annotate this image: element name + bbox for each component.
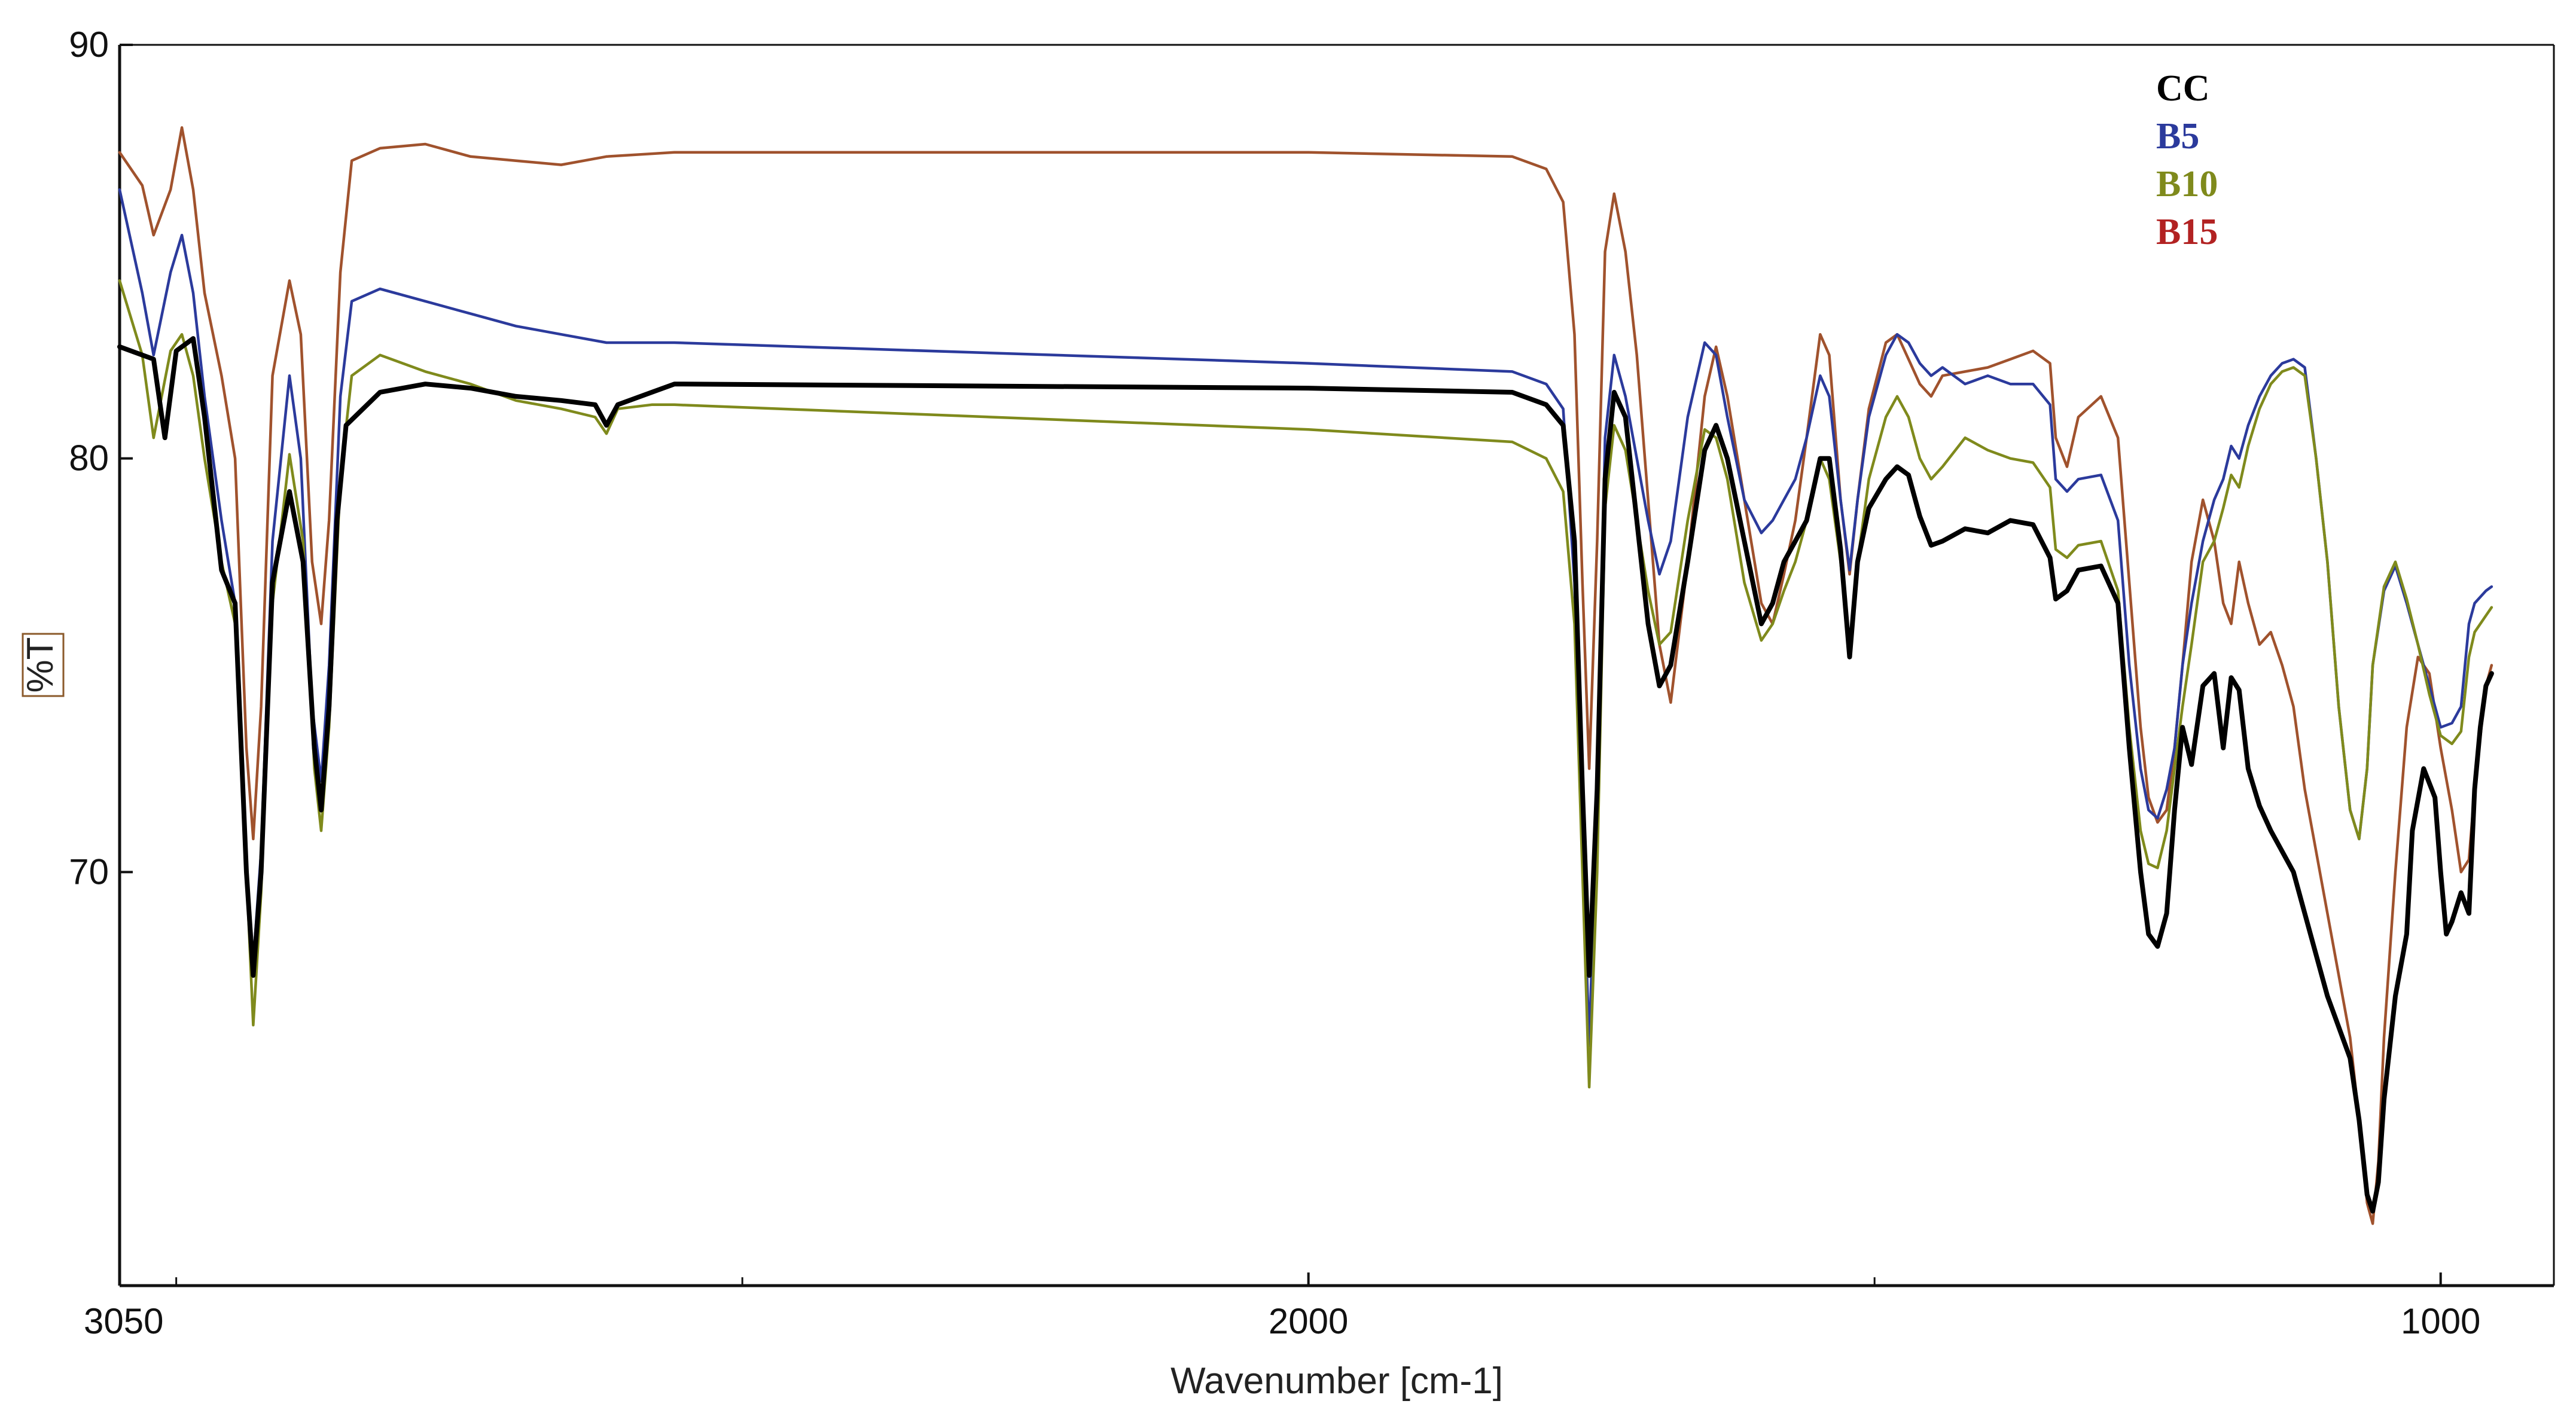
series-layer xyxy=(117,126,2494,1225)
y-axis-title-box: %T xyxy=(20,633,65,697)
legend: CC B5 B10 B15 xyxy=(2156,68,2218,252)
legend-entry-b5: B5 xyxy=(2156,116,2199,157)
series-line-b15 xyxy=(118,126,2493,1225)
x-tick-label: 3050 xyxy=(84,1301,163,1341)
x-axis-ticks: 3050 2000 1000 xyxy=(84,1272,2480,1341)
y-tick-label: 90 xyxy=(69,25,109,65)
legend-entry-b10: B10 xyxy=(2156,164,2218,205)
x-axis-title: Wavenumber [cm-1] xyxy=(1170,1360,1503,1402)
series-line-cc xyxy=(117,336,2494,1214)
y-tick-label: 80 xyxy=(69,438,109,478)
legend-entry-cc: CC xyxy=(2156,68,2210,109)
y-axis-ticks: 90 80 70 xyxy=(69,25,133,892)
x-tick-label: 1000 xyxy=(2401,1301,2480,1341)
y-axis-title: %T xyxy=(20,637,61,693)
x-tick-label: 2000 xyxy=(1269,1301,1348,1341)
y-axis-title-frame xyxy=(22,633,65,697)
legend-entry-b15: B15 xyxy=(2156,212,2218,252)
y-tick-label: 70 xyxy=(69,852,109,892)
plot-frame xyxy=(118,44,2555,1287)
